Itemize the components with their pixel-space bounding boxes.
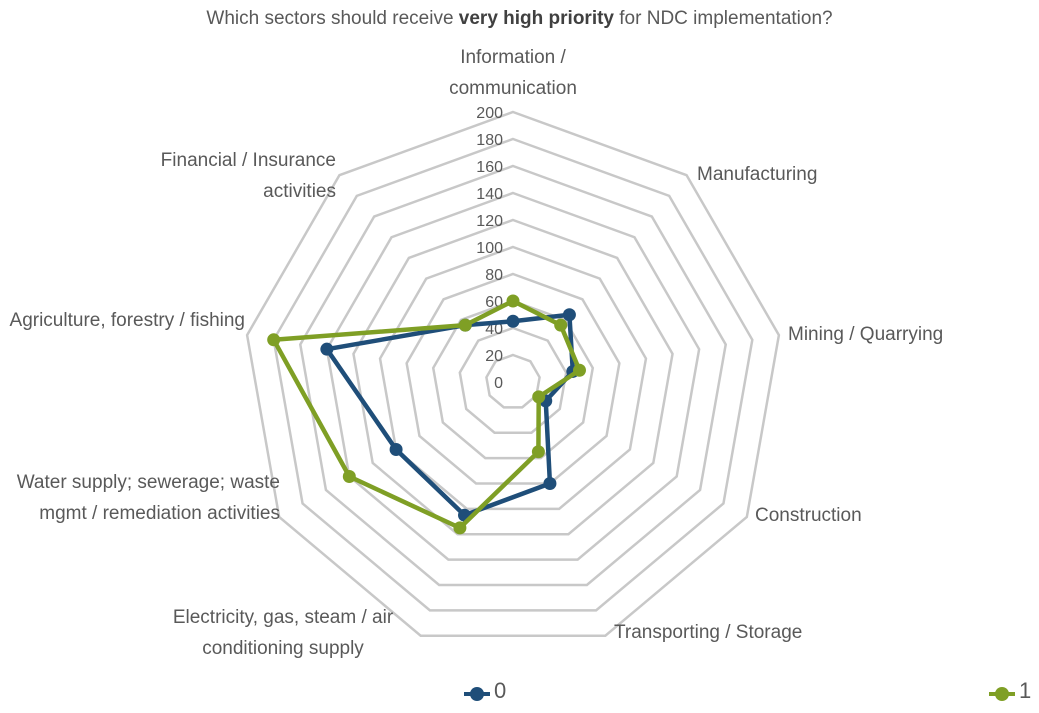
legend-label: 0 <box>494 678 507 703</box>
category-label: Mining / Quarrying <box>788 324 944 345</box>
category-label: Agriculture, forestry / fishing <box>9 310 245 331</box>
grid-ring <box>272 137 754 612</box>
grid-ring <box>458 326 568 434</box>
r-tick-label: 100 <box>476 240 503 257</box>
point <box>389 443 403 456</box>
category-label: Information / communication <box>449 47 577 99</box>
grid-ring <box>245 110 781 637</box>
series-line <box>324 312 576 518</box>
point <box>506 314 520 328</box>
r-tick-label: 0 <box>494 375 503 392</box>
category-label: Construction <box>755 505 862 526</box>
point <box>453 521 467 535</box>
r-tick-label: 20 <box>485 348 503 365</box>
category-label: Transporting / Storage <box>614 622 803 643</box>
point <box>562 308 576 322</box>
grid-ring <box>298 164 728 587</box>
series-line <box>271 298 582 531</box>
category-label: Financial / Insurance activities <box>160 150 336 202</box>
r-tick-label: 120 <box>476 213 503 230</box>
title-text: Which sectors should receive <box>206 8 459 29</box>
category-label: Manufacturing <box>697 164 818 185</box>
point <box>458 318 472 332</box>
r-tick-label: 180 <box>476 132 503 149</box>
grid-ring <box>431 299 595 460</box>
point <box>554 318 568 332</box>
title-text: for NDC implementation? <box>614 8 833 29</box>
legend-swatch <box>995 687 1009 701</box>
grid-ring <box>378 245 648 511</box>
r-tick-label: 140 <box>476 186 503 203</box>
r-tick-label: 200 <box>476 105 503 122</box>
legend-swatch <box>470 687 484 701</box>
category-label: Water supply; sewerage; waste mgmt / rem… <box>16 472 280 524</box>
point <box>531 445 545 459</box>
r-tick-label: 160 <box>476 159 503 176</box>
point <box>543 476 557 490</box>
chart-title: Which sectors should receive very high p… <box>0 8 1039 30</box>
point <box>532 390 546 404</box>
point <box>506 294 520 308</box>
grid-ring <box>352 218 674 536</box>
title-bold: very high priority <box>458 8 614 29</box>
point <box>267 333 281 347</box>
grid-ring <box>485 353 541 409</box>
point <box>572 363 586 377</box>
r-tick-label: 80 <box>485 267 503 284</box>
point <box>342 470 356 483</box>
point <box>320 342 334 356</box>
category-label: Electricity, gas, steam / air conditioni… <box>172 607 394 659</box>
legend-label: 1 <box>1019 678 1032 703</box>
grid-ring <box>325 191 701 561</box>
